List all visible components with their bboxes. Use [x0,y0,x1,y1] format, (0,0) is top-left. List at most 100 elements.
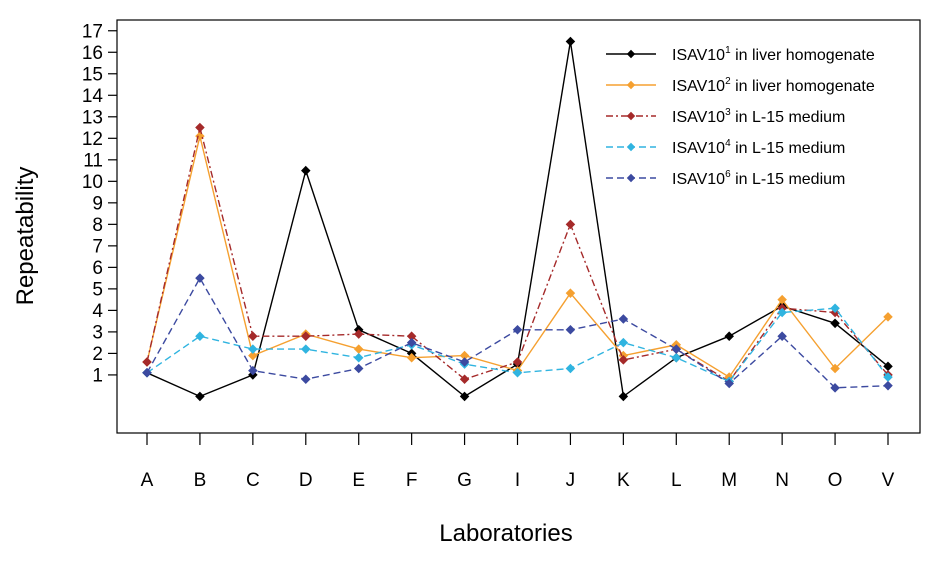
y-tick-label: 6 [92,258,103,279]
data-point [406,352,417,363]
x-tick-label: K [617,470,630,491]
y-tick-label: 16 [82,43,103,64]
y-tick-label: 3 [92,322,103,343]
x-tick-label: V [882,470,895,491]
data-point [353,344,364,354]
y-tick-label: 13 [82,107,103,128]
data-point [565,219,576,230]
series-line [146,127,889,383]
legend-label: ISAV106 in L-15 medium [672,169,845,188]
data-point [671,344,682,354]
legend-item: ISAV106 in L-15 medium [606,169,845,188]
y-tick-label: 1 [92,365,103,386]
data-point [618,355,629,365]
data-point [195,122,205,133]
data-point [512,324,523,335]
y-axis-title: Repeatability [12,167,39,306]
data-point [459,357,470,367]
data-point [777,331,787,341]
data-point [353,363,364,374]
data-point [618,337,629,348]
data-point [671,352,682,363]
data-point [830,318,840,329]
series-5 [142,273,893,393]
plot-frame [116,19,921,434]
y-tick-label: 4 [92,301,103,322]
data-point [830,363,840,374]
x-tick-label: N [775,470,789,491]
data-point [777,307,787,318]
data-point [301,331,311,341]
legend-item: ISAV101 in liver homogenate [606,45,875,64]
x-tick-label: O [828,470,843,491]
data-point [459,374,470,384]
legend-item: ISAV103 in L-15 medium [606,107,845,126]
y-tick-label: 7 [92,236,103,257]
legend-marker [626,49,636,59]
y-tick-label: 14 [82,86,104,107]
y-tick-label: 5 [92,279,103,300]
data-point [724,331,734,341]
x-tick-label: J [566,470,576,491]
data-point [248,344,258,354]
data-point [618,391,629,402]
y-tick-label: 15 [82,64,103,85]
data-point [248,350,258,361]
legend-label: ISAV102 in liver homogenate [672,76,875,95]
y-tick-label: 11 [83,150,103,171]
y-tick-label: 12 [82,129,103,150]
data-point [565,324,576,335]
legend-marker [626,142,636,152]
data-point [353,352,364,363]
data-point [248,331,258,341]
x-tick-label: D [299,470,313,491]
data-point [142,357,152,367]
data-point [195,331,205,341]
data-point [512,368,523,378]
data-point [724,378,734,389]
data-point [406,337,417,348]
data-point [512,357,523,367]
series-3 [142,122,893,387]
data-point [883,380,893,391]
x-tick-label: L [671,470,682,491]
legend-marker [626,80,636,90]
legend-marker [626,111,636,121]
y-tick-label: 2 [92,344,103,365]
x-tick-label: M [721,470,737,491]
legend-item: ISAV102 in liver homogenate [606,76,875,95]
data-point [565,288,576,298]
y-tick-label: 17 [82,21,103,42]
y-tick-label: 9 [92,193,103,214]
x-tick-label: I [515,470,520,491]
x-tick-label: B [194,470,207,491]
data-point [618,314,629,324]
x-axis-title: Laboratories [439,520,572,547]
legend-label: ISAV104 in L-15 medium [672,138,845,157]
x-tick-label: E [352,470,365,491]
data-point [195,273,205,283]
data-point [830,303,840,314]
x-tick-label: C [246,470,260,491]
x-tick-label: F [406,470,418,491]
data-point [301,344,311,354]
legend-item: ISAV104 in L-15 medium [606,138,845,157]
data-point [565,363,576,374]
data-point [459,391,470,402]
data-point [830,383,840,393]
data-point [565,36,576,47]
data-point [301,374,311,384]
y-tick-label: 8 [92,215,103,236]
data-point [248,365,258,376]
data-point [195,391,205,402]
series-layer [142,36,893,402]
data-point [301,165,311,176]
x-tick-label: A [141,470,154,491]
data-point [353,329,364,339]
legend: ISAV101 in liver homogenate ISAV102 in li… [606,45,875,188]
data-point [883,312,893,322]
legend-label: ISAV103 in L-15 medium [672,107,845,126]
